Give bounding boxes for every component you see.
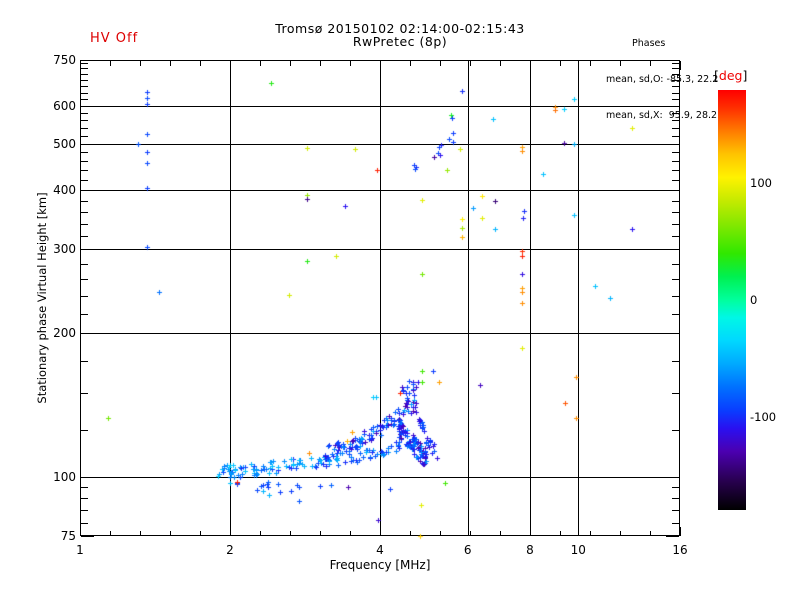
colorbar-tick-label-100: 100 bbox=[750, 176, 772, 191]
deg-bracket-open: [ bbox=[714, 68, 719, 83]
x-tick-label-4: 4 bbox=[376, 543, 384, 557]
x-axis-title: Frequency [MHz] bbox=[329, 558, 431, 572]
y-tick-label-400: 400 bbox=[53, 182, 76, 197]
x-tick-label-10: 10 bbox=[570, 543, 586, 557]
x-tick-label-16: 16 bbox=[672, 543, 688, 557]
y-axis-title: Stationary phase Virtual Height [km] bbox=[35, 192, 49, 404]
y-tick-label-500: 500 bbox=[53, 136, 76, 151]
y-tick-label-300: 300 bbox=[53, 242, 76, 257]
hv-status-label: HV Off bbox=[90, 31, 139, 46]
x-tick-label-8: 8 bbox=[526, 543, 534, 557]
colorbar-gradient bbox=[718, 90, 746, 510]
y-tick-label-200: 200 bbox=[53, 326, 76, 341]
scatter-canvas bbox=[78, 60, 682, 543]
colorbar-unit-label: [deg] bbox=[714, 68, 747, 83]
plot-title: Tromsø 20150102 02:14:00-02:15:43 bbox=[275, 21, 525, 36]
x-tick-label-2: 2 bbox=[226, 543, 234, 557]
y-tick-label-75: 75 bbox=[60, 529, 76, 543]
deg-bracket-close: ] bbox=[742, 68, 748, 83]
x-tick-label-1: 1 bbox=[76, 543, 84, 557]
y-tick-label-600: 600 bbox=[53, 99, 76, 114]
y-tick-label-750: 750 bbox=[53, 53, 76, 67]
x-tick-label-6: 6 bbox=[463, 543, 472, 557]
y-tick-label-100: 100 bbox=[53, 469, 76, 484]
colorbar-tick-label--100: -100 bbox=[750, 409, 777, 424]
phases-title: Phases bbox=[632, 38, 666, 49]
colorbar-tick-label-0: 0 bbox=[750, 293, 758, 307]
deg-text: deg bbox=[718, 68, 743, 83]
plot-subtitle: RwPretec (8p) bbox=[352, 34, 448, 49]
